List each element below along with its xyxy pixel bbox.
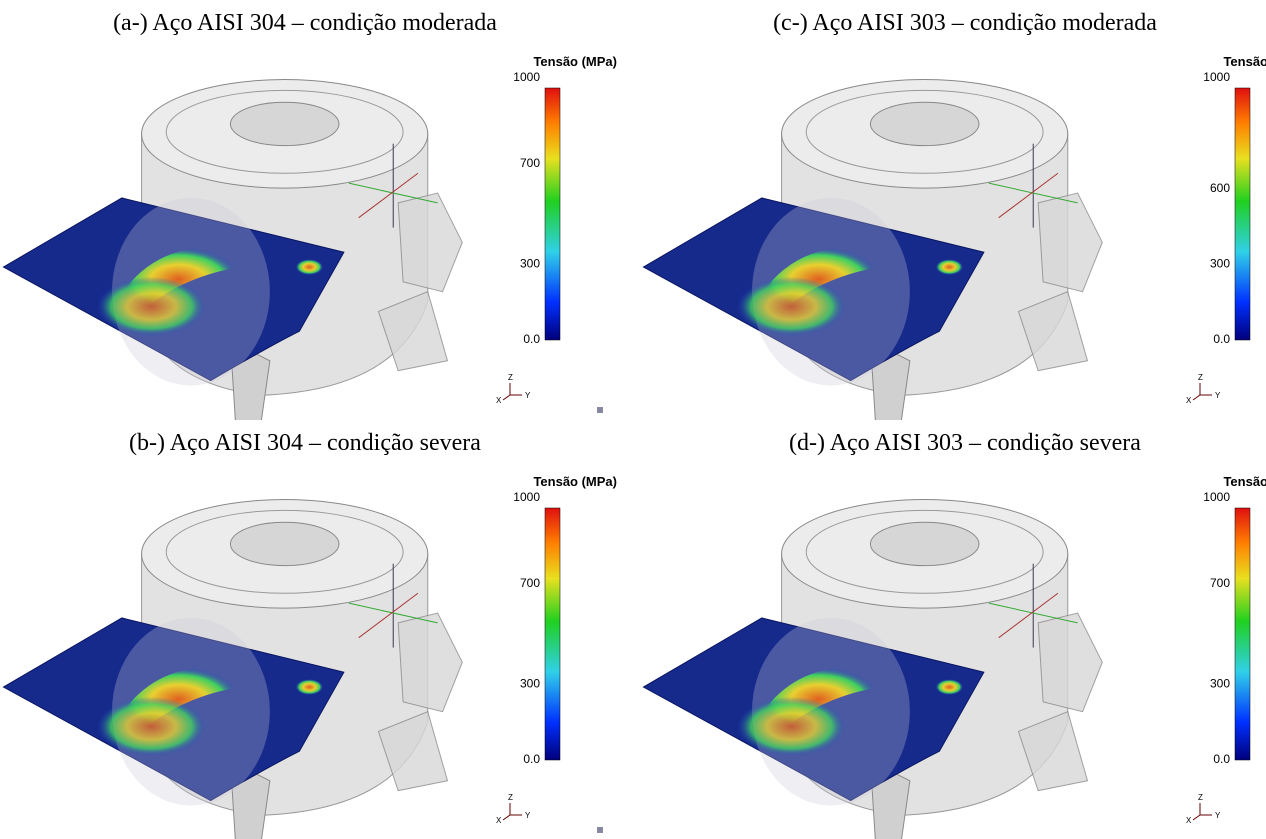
colorbar-label: 1000 [1203,490,1230,504]
axis-triad [503,815,510,820]
simulation-render [643,500,1102,839]
axis-label: Z [1198,793,1203,802]
legend-title: Tensão (MPa) [1223,54,1266,69]
axis-label: Y [1215,811,1221,820]
corner-icon [597,407,603,413]
colorbar-label: 600 [1210,181,1230,195]
colorbar-label: 0.0 [523,752,540,766]
colorbar-label: 300 [520,257,540,271]
colorbar-label: 0.0 [1213,332,1230,346]
axis-label: Z [508,793,513,802]
panel: (d-) Aço AISI 303 – condição severa Tensã… [643,430,1266,839]
panel: (a-) Aço AISI 304 – condição moderada Ten… [3,10,617,430]
axis-label: X [496,816,502,825]
colorbar-label: 1000 [1203,70,1230,84]
axis-label: X [1186,396,1192,405]
colorbar [1235,508,1250,760]
colorbar-label: 700 [520,576,540,590]
panel: (b-) Aço AISI 304 – condição severa Tensã… [3,430,617,839]
axis-label: X [496,396,502,405]
colorbar-label: 300 [1210,677,1230,691]
colorbar-label: 1000 [513,70,540,84]
axis-triad [1193,815,1200,820]
axis-label: X [1186,816,1192,825]
colorbar-label: 1000 [513,490,540,504]
panel: (c-) Aço AISI 303 – condição moderada Ten… [643,10,1266,430]
panel-caption: (c-) Aço AISI 303 – condição moderada [773,10,1157,36]
legend-title: Tensão (MPa) [1223,474,1266,489]
axis-label: Y [1215,391,1221,400]
colorbar-label: 300 [1210,257,1230,271]
colorbar [1235,88,1250,340]
colorbar-label: 0.0 [1213,752,1230,766]
axis-label: Y [525,391,531,400]
legend-title: Tensão (MPa) [533,54,617,69]
colorbar [545,508,560,760]
colorbar [545,88,560,340]
colorbar-label: 0.0 [523,332,540,346]
axis-triad [1193,395,1200,400]
colorbar-label: 700 [520,156,540,170]
corner-icon [597,827,603,833]
figure: (a-) Aço AISI 304 – condição moderada Ten… [0,0,1266,839]
colorbar-label: 300 [520,677,540,691]
axis-label: Z [508,373,513,382]
axis-triad [503,395,510,400]
colorbar-label: 700 [1210,576,1230,590]
simulation-render [3,80,462,430]
panel-caption: (a-) Aço AISI 304 – condição moderada [113,10,497,36]
panel-caption: (b-) Aço AISI 304 – condição severa [129,430,481,456]
legend-title: Tensão (MPa) [533,474,617,489]
simulation-render [3,500,462,839]
axis-label: Y [525,811,531,820]
panel-caption: (d-) Aço AISI 303 – condição severa [789,430,1141,456]
simulation-render [643,80,1102,430]
axis-label: Z [1198,373,1203,382]
